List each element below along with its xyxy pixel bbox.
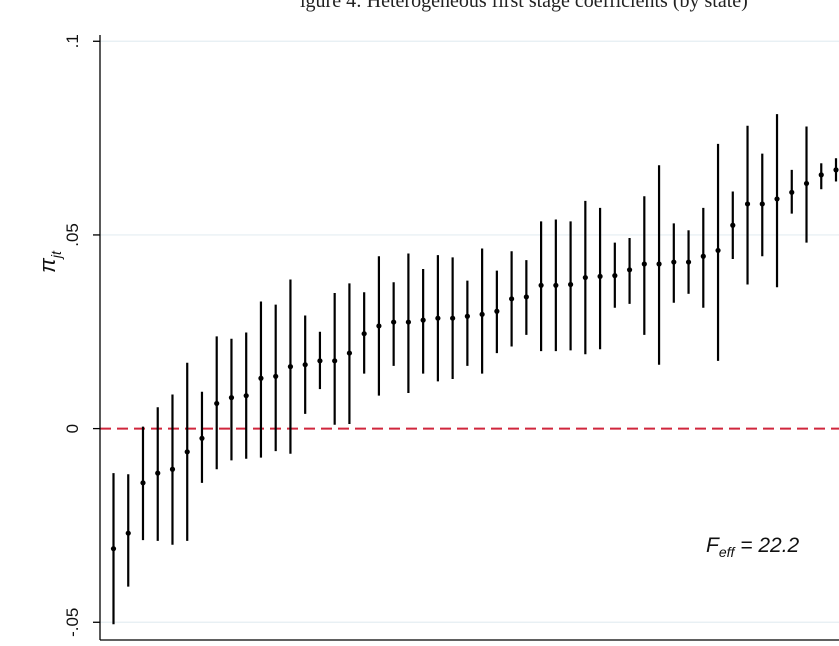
point-estimate <box>509 296 515 302</box>
point-estimate <box>169 466 176 472</box>
point-estimate <box>199 435 205 441</box>
point-estimate <box>538 282 544 288</box>
point-estimate <box>332 358 338 364</box>
point-estimate <box>317 358 323 364</box>
point-estimate <box>258 375 264 381</box>
point-estimate <box>391 319 397 325</box>
point-estimate <box>626 267 633 273</box>
point-estimate <box>715 247 721 254</box>
point-estimate <box>273 373 279 379</box>
point-estimate <box>567 281 574 288</box>
point-estimate <box>479 311 485 317</box>
point-estimate <box>140 480 146 486</box>
point-estimate <box>656 261 662 267</box>
point-estimates <box>110 167 839 552</box>
point-estimate <box>464 313 470 319</box>
point-estimate <box>346 350 353 356</box>
point-estimate <box>125 530 131 536</box>
point-estimate <box>641 261 647 267</box>
point-estimate <box>420 317 426 323</box>
point-estimate <box>671 259 677 265</box>
figure-title-text: igure 4: Heterogeneous first stage coeff… <box>300 0 748 12</box>
point-estimate <box>789 189 795 195</box>
point-estimate <box>155 470 161 476</box>
point-estimate <box>730 222 736 228</box>
y-tick-label: -.05 <box>63 608 82 637</box>
point-estimate <box>435 315 441 321</box>
point-estimate <box>759 201 765 207</box>
gridlines <box>100 40 839 623</box>
point-estimate <box>582 274 588 281</box>
point-estimate <box>553 282 559 288</box>
f-statistic-annotation: Feff = 22.2 <box>706 534 800 560</box>
point-estimate <box>494 308 500 314</box>
point-estimate <box>818 172 824 178</box>
y-axis-ticks: -.05 0 .05 .1 <box>63 34 100 637</box>
point-estimate <box>612 273 618 279</box>
point-estimate <box>110 546 117 552</box>
point-estimate <box>597 273 603 279</box>
point-estimate <box>214 400 220 407</box>
point-estimate <box>523 294 529 300</box>
point-estimate <box>833 167 839 173</box>
y-tick-label: .1 <box>63 34 82 48</box>
point-estimate <box>302 362 308 368</box>
point-estimate <box>184 449 190 455</box>
point-estimate <box>450 315 456 321</box>
point-estimate <box>744 201 751 207</box>
y-axis-label: πjt <box>35 250 64 273</box>
point-estimate <box>361 331 367 337</box>
point-estimate <box>685 259 692 265</box>
point-estimate <box>287 364 294 370</box>
point-estimate <box>228 395 235 401</box>
point-estimate <box>243 393 249 399</box>
point-estimate <box>405 319 411 325</box>
point-estimate <box>803 180 810 187</box>
point-estimate <box>700 253 706 259</box>
point-estimate <box>376 323 382 329</box>
clipped-figure-title: igure 4: Heterogeneous first stage coeff… <box>0 0 839 14</box>
y-tick-label: 0 <box>63 424 82 433</box>
y-tick-label: .05 <box>63 223 82 247</box>
point-estimate <box>774 196 780 202</box>
